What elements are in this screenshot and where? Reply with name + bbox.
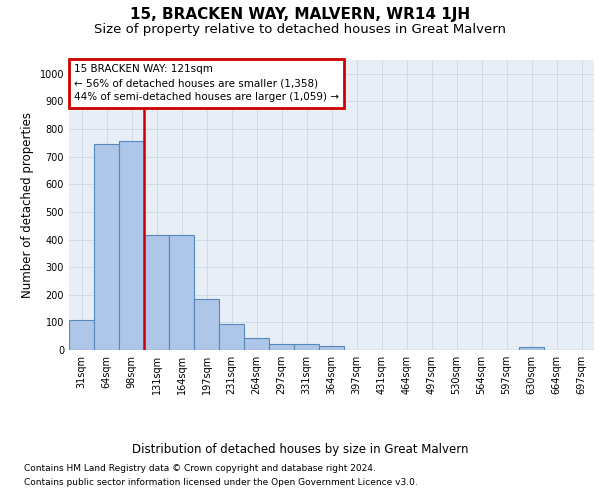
Bar: [519, 347, 544, 350]
Bar: [69, 320, 94, 350]
Text: 15 BRACKEN WAY: 121sqm
← 56% of detached houses are smaller (1,358)
44% of semi-: 15 BRACKEN WAY: 121sqm ← 56% of detached…: [74, 64, 339, 102]
Text: Contains HM Land Registry data © Crown copyright and database right 2024.: Contains HM Land Registry data © Crown c…: [24, 464, 376, 473]
Bar: [169, 236, 194, 350]
Bar: [269, 344, 294, 350]
Y-axis label: Number of detached properties: Number of detached properties: [21, 112, 34, 298]
Bar: [294, 344, 319, 350]
Text: 15, BRACKEN WAY, MALVERN, WR14 1JH: 15, BRACKEN WAY, MALVERN, WR14 1JH: [130, 8, 470, 22]
Bar: [144, 236, 169, 350]
Bar: [244, 338, 269, 350]
Bar: [194, 299, 219, 350]
Text: Distribution of detached houses by size in Great Malvern: Distribution of detached houses by size …: [132, 442, 468, 456]
Bar: [94, 144, 119, 350]
Bar: [119, 142, 144, 350]
Bar: [319, 346, 344, 350]
Text: Contains public sector information licensed under the Open Government Licence v3: Contains public sector information licen…: [24, 478, 418, 487]
Bar: [219, 324, 244, 350]
Text: Size of property relative to detached houses in Great Malvern: Size of property relative to detached ho…: [94, 22, 506, 36]
